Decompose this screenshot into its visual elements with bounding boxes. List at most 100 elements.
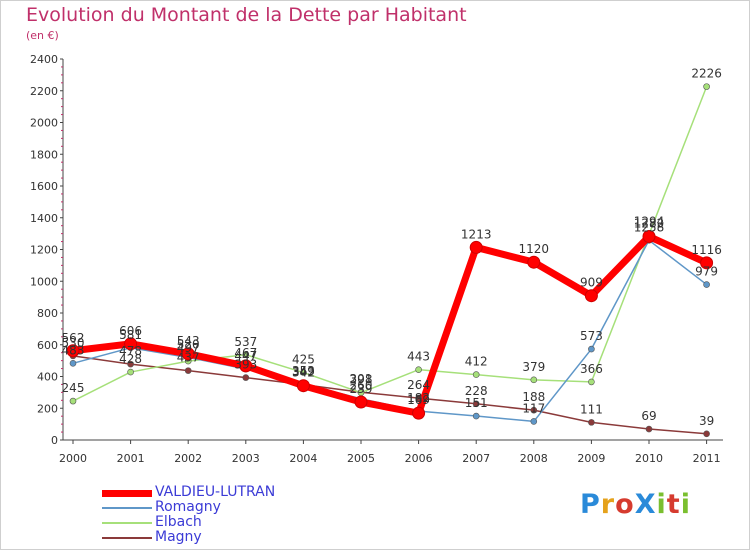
data-point bbox=[69, 360, 77, 367]
data-label: 543 bbox=[177, 334, 200, 348]
data-point bbox=[354, 395, 368, 409]
legend-label-valdieu-lutran: VALDIEU-LUTRAN bbox=[155, 484, 276, 500]
data-label: 2226 bbox=[691, 67, 722, 81]
data-point bbox=[530, 406, 538, 414]
data-point bbox=[703, 83, 710, 90]
data-point bbox=[469, 240, 483, 254]
data-label: 443 bbox=[407, 350, 430, 364]
y-tick-label: 1200 bbox=[30, 244, 58, 257]
data-label: 228 bbox=[465, 384, 488, 398]
data-label: 239 bbox=[350, 382, 373, 396]
data-label: 39 bbox=[699, 414, 714, 428]
data-label: 182 bbox=[407, 391, 430, 405]
y-tick-label: 1400 bbox=[30, 212, 58, 225]
data-label: 1116 bbox=[691, 243, 722, 257]
data-point bbox=[296, 379, 310, 393]
data-point bbox=[530, 376, 538, 384]
data-label: 379 bbox=[522, 360, 545, 374]
data-label: 537 bbox=[234, 335, 257, 349]
data-point bbox=[300, 369, 307, 376]
x-tick-label: 2003 bbox=[232, 452, 260, 465]
data-label: 1282 bbox=[634, 216, 665, 230]
y-tick-label: 200 bbox=[37, 402, 58, 415]
data-label: 1294 bbox=[634, 215, 665, 229]
chart-subtitle: (en €) bbox=[26, 29, 59, 42]
legend-swatch-elbach bbox=[102, 522, 152, 524]
y-tick-label: 1000 bbox=[30, 275, 58, 288]
data-point bbox=[127, 368, 134, 376]
data-label: 169 bbox=[407, 393, 430, 407]
x-tick-label: 2001 bbox=[117, 452, 145, 465]
x-tick-label: 2011 bbox=[693, 452, 721, 465]
data-label: 301 bbox=[350, 372, 373, 386]
data-point bbox=[584, 289, 598, 303]
data-point bbox=[645, 425, 653, 433]
legend-label-romagny: Romagny bbox=[155, 499, 221, 515]
data-point bbox=[588, 345, 595, 353]
data-point bbox=[242, 351, 250, 359]
y-tick-label: 800 bbox=[37, 307, 58, 320]
data-point bbox=[530, 418, 538, 425]
data-label: 530 bbox=[62, 336, 85, 350]
data-label: 245 bbox=[62, 381, 85, 395]
x-tick-label: 2005 bbox=[347, 452, 375, 465]
data-label: 483 bbox=[62, 343, 85, 357]
x-tick-label: 2007 bbox=[462, 452, 490, 465]
y-tick-label: 600 bbox=[37, 339, 58, 352]
data-point bbox=[127, 360, 134, 368]
data-label: 353 bbox=[292, 364, 315, 378]
x-tick-label: 2006 bbox=[405, 452, 433, 465]
data-point bbox=[124, 337, 138, 351]
x-tick-label: 2000 bbox=[59, 452, 87, 465]
series-line-elbach bbox=[72, 85, 708, 402]
proxiti-logo: ProXiti bbox=[580, 489, 691, 520]
x-tick-label: 2002 bbox=[174, 452, 202, 465]
y-tick-label: 1600 bbox=[30, 180, 58, 193]
legend-swatch-magny bbox=[102, 537, 152, 539]
logo-letter: i bbox=[680, 489, 691, 520]
legend-label-elbach: Elbach bbox=[155, 514, 202, 530]
y-tick-label: 400 bbox=[37, 371, 58, 384]
x-tick-label: 2004 bbox=[289, 452, 317, 465]
data-label: 342 bbox=[292, 366, 315, 380]
y-tick-label: 0 bbox=[51, 434, 58, 447]
logo-letter: t bbox=[666, 489, 681, 520]
logo-letter: X bbox=[634, 489, 657, 520]
data-label: 562 bbox=[62, 331, 85, 345]
data-point bbox=[472, 400, 480, 408]
data-label: 264 bbox=[407, 378, 430, 392]
data-point bbox=[242, 374, 250, 381]
data-label: 366 bbox=[580, 362, 603, 376]
series-line-magny bbox=[72, 355, 708, 435]
y-tick-label: 1800 bbox=[30, 148, 58, 161]
data-label: 428 bbox=[119, 352, 142, 366]
data-point bbox=[69, 397, 77, 405]
data-point bbox=[588, 419, 595, 426]
x-tick-label: 2008 bbox=[520, 452, 548, 465]
data-label: 606 bbox=[119, 324, 142, 338]
data-label: 69 bbox=[641, 409, 656, 423]
data-point bbox=[415, 366, 422, 373]
data-label: 188 bbox=[522, 390, 545, 404]
data-label: 909 bbox=[580, 276, 603, 290]
data-point bbox=[415, 394, 422, 402]
data-label: 393 bbox=[234, 358, 257, 372]
logo-letter: o bbox=[615, 489, 635, 520]
data-point bbox=[527, 255, 541, 269]
data-label: 447 bbox=[234, 349, 257, 363]
legend-swatch-valdieu-lutran bbox=[102, 490, 152, 497]
data-label: 497 bbox=[177, 341, 200, 355]
data-label: 349 bbox=[292, 365, 315, 379]
data-point bbox=[239, 359, 253, 373]
data-label: 260 bbox=[350, 379, 373, 393]
data-label: 1213 bbox=[461, 227, 492, 241]
y-tick-label: 2200 bbox=[30, 85, 58, 98]
data-label: 425 bbox=[292, 353, 315, 367]
data-label: 437 bbox=[177, 351, 200, 365]
data-point bbox=[703, 430, 710, 438]
data-point bbox=[412, 406, 426, 420]
data-point bbox=[472, 371, 480, 378]
data-label: 979 bbox=[695, 265, 718, 279]
y-tick-label: 2000 bbox=[30, 117, 58, 130]
